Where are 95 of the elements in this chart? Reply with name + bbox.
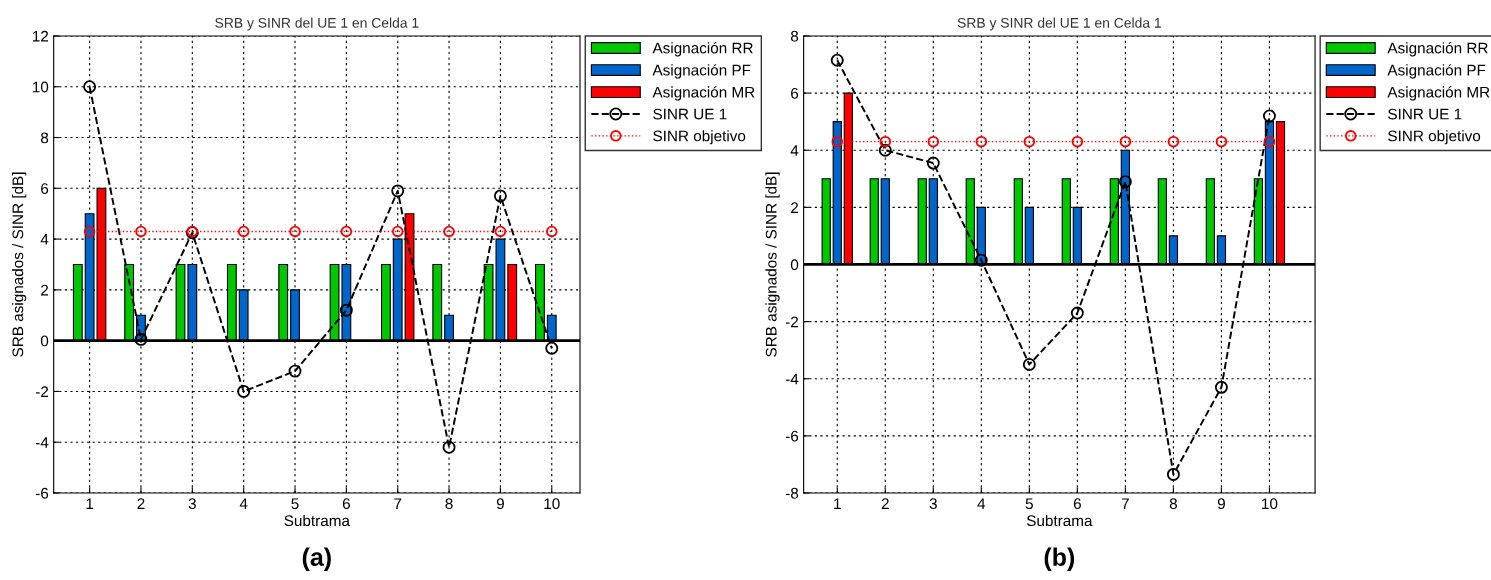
x-tick-label: 1 bbox=[86, 498, 94, 509]
x-axis-title: Subtrama bbox=[1026, 514, 1093, 527]
point bbox=[1118, 175, 1132, 189]
legend-label: Asignación RR bbox=[652, 42, 753, 57]
x-tick-label: 5 bbox=[291, 498, 299, 510]
x-tick-label: 9 bbox=[1217, 498, 1225, 510]
point bbox=[288, 364, 302, 378]
point bbox=[545, 341, 559, 355]
x-tick-label: 3 bbox=[188, 498, 196, 510]
legend-label: SINR UE 1 bbox=[653, 108, 727, 120]
point bbox=[927, 135, 940, 148]
point bbox=[1215, 135, 1228, 148]
point bbox=[879, 135, 892, 148]
y-tick-label: 8 bbox=[40, 132, 49, 144]
y-tick-label: 0 bbox=[790, 259, 799, 271]
x-tick-label: 2 bbox=[881, 498, 889, 509]
point bbox=[494, 225, 507, 238]
point bbox=[878, 143, 892, 157]
y-tick-label: 6 bbox=[41, 183, 49, 194]
x-axis-title: Subtrama bbox=[284, 514, 350, 527]
point bbox=[1167, 135, 1180, 148]
x-tick-label: 4 bbox=[977, 498, 986, 509]
y-tick-label: 4 bbox=[790, 145, 799, 156]
point bbox=[1214, 380, 1228, 394]
point bbox=[831, 135, 844, 148]
x-tick-label: 10 bbox=[544, 498, 560, 510]
chart-title: SRB y SINR del UE 1 en Celda 1 bbox=[215, 17, 419, 31]
point bbox=[1263, 135, 1276, 148]
x-tick-label: 8 bbox=[445, 498, 453, 510]
chart-title: SRB y SINR del UE 1 en Celda 1 bbox=[957, 17, 1161, 31]
y-tick-label: 4 bbox=[40, 234, 49, 245]
point bbox=[1119, 135, 1132, 148]
point bbox=[83, 80, 97, 94]
point bbox=[830, 53, 844, 67]
x-tick-label: 9 bbox=[496, 498, 504, 510]
y-tick-label: 0 bbox=[40, 335, 49, 347]
x-tick-label: 2 bbox=[137, 498, 145, 509]
point bbox=[237, 384, 251, 398]
y-tick-label: -6 bbox=[35, 487, 49, 499]
legend-label: Asignación MR bbox=[1387, 86, 1490, 101]
x-tick-label: 7 bbox=[394, 498, 402, 509]
x-tick-label: 7 bbox=[1121, 498, 1129, 509]
point bbox=[974, 253, 988, 267]
point bbox=[83, 225, 96, 238]
point bbox=[339, 303, 353, 317]
point bbox=[1022, 357, 1036, 371]
y-axis-title: SRB asignados / SINR [dB] bbox=[12, 172, 27, 357]
y-axis-title: SRB asignados / SINR [dB] bbox=[765, 172, 780, 357]
x-tick-label: 4 bbox=[239, 498, 248, 509]
x-tick-label: 6 bbox=[342, 498, 350, 510]
y-tick-label: 6 bbox=[791, 87, 799, 99]
point bbox=[135, 225, 147, 238]
y-tick-label: -6 bbox=[785, 430, 799, 442]
y-tick-label: 2 bbox=[791, 202, 799, 213]
point bbox=[134, 332, 148, 346]
point bbox=[340, 225, 353, 238]
legend-label: Asignación RR bbox=[1387, 42, 1488, 57]
x-tick-label: 6 bbox=[1073, 498, 1081, 510]
point bbox=[237, 225, 250, 238]
point bbox=[545, 225, 558, 238]
text: (b) bbox=[1044, 547, 1075, 571]
point bbox=[493, 189, 507, 203]
point bbox=[391, 225, 404, 238]
legend-label: Asignación PF bbox=[652, 64, 751, 79]
legend-label: SINR UE 1 bbox=[1388, 108, 1462, 120]
x-tick-label: 3 bbox=[929, 498, 937, 510]
x-tick-label: 5 bbox=[1025, 498, 1033, 510]
x-tick-label: 1 bbox=[834, 498, 841, 509]
y-tick-label: 12 bbox=[32, 30, 49, 42]
y-tick-label: -4 bbox=[785, 373, 799, 385]
y-tick-label: -8 bbox=[785, 487, 799, 499]
x-tick-label: 8 bbox=[1169, 498, 1177, 510]
y-tick-label: 2 bbox=[41, 284, 49, 296]
point bbox=[1262, 109, 1276, 123]
legend-label: SINR objetivo bbox=[653, 130, 746, 145]
y-tick-label: -2 bbox=[35, 386, 49, 397]
point bbox=[442, 440, 456, 454]
point bbox=[1166, 467, 1180, 481]
legend-label: Asignación PF bbox=[1387, 64, 1486, 79]
legend-label: Asignación MR bbox=[652, 86, 755, 101]
y-tick-label: -2 bbox=[785, 316, 799, 328]
y-tick-label: 10 bbox=[32, 81, 49, 93]
point bbox=[1071, 135, 1084, 148]
x-tick-label: 10 bbox=[1262, 498, 1278, 510]
y-tick-label: 8 bbox=[790, 30, 799, 42]
point bbox=[926, 156, 940, 170]
point bbox=[289, 225, 301, 238]
y-tick-label: -4 bbox=[35, 437, 49, 448]
point bbox=[1023, 135, 1036, 148]
point bbox=[391, 184, 405, 198]
text: (a) bbox=[302, 547, 331, 571]
point bbox=[443, 225, 455, 238]
legend-label: SINR objetivo bbox=[1388, 130, 1481, 145]
point bbox=[1070, 306, 1084, 320]
point bbox=[975, 135, 988, 148]
